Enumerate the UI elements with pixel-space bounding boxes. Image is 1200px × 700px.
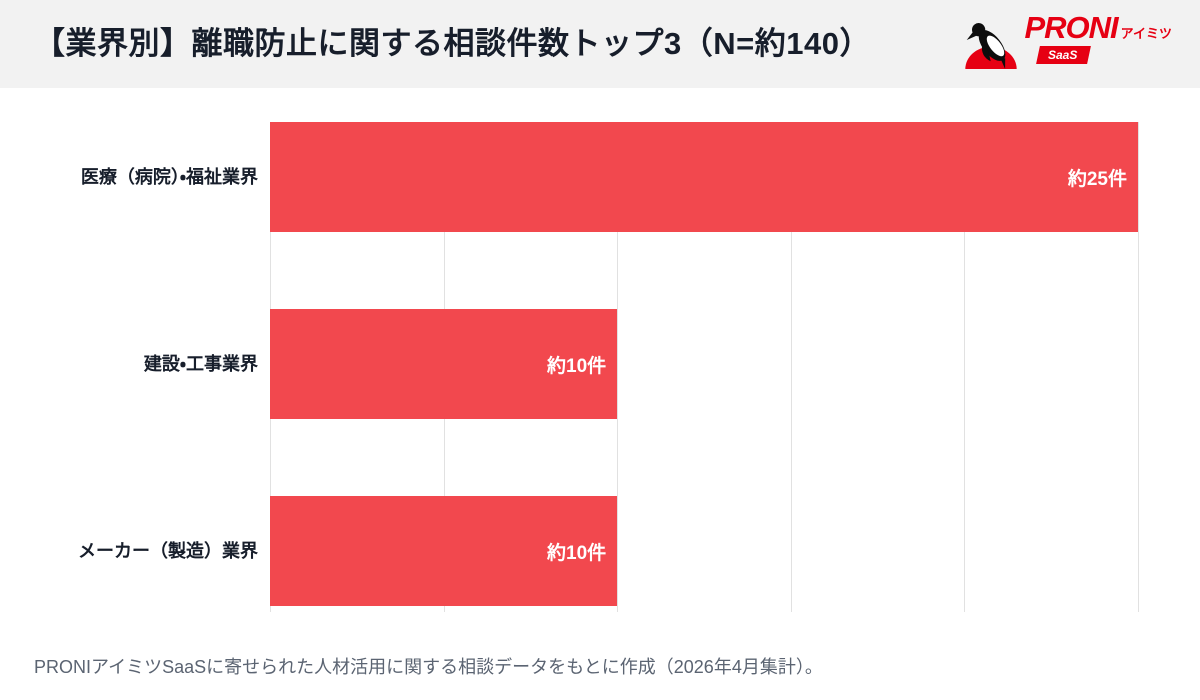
bar: 約10件 [270, 496, 618, 606]
bar-track: 約25件 [270, 122, 1138, 232]
category-label: メーカー（製造）業界 [78, 540, 258, 561]
bar-track: 約10件 [270, 496, 1138, 606]
bar: 約10件 [270, 309, 618, 419]
bar-chart: 医療（病院）・福祉業界 約25件 建設・工事業界 約10件 メーカー（製造）業界… [0, 122, 1200, 612]
bar-value-label: 約25件 [1067, 168, 1127, 190]
chart-row: 建設・工事業界 約10件 [0, 309, 1200, 419]
chart-rows: 医療（病院）・福祉業界 約25件 建設・工事業界 約10件 メーカー（製造）業界… [0, 122, 1200, 606]
header: 【業界別】離職防止に関する相談件数トップ3（N=約140） PRONI [0, 0, 1200, 88]
saas-badge: SaaS [1036, 46, 1092, 64]
logo-text: PRONI アイミツ SaaS [1024, 12, 1172, 64]
saas-badge-label: SaaS [1048, 48, 1078, 62]
page-title: 【業界別】離職防止に関する相談件数トップ3（N=約140） [34, 26, 871, 62]
brand-row: PRONI アイミツ [1024, 12, 1172, 43]
chart-row: メーカー（製造）業界 約10件 [0, 496, 1200, 606]
brand-name: PRONI [1024, 10, 1118, 45]
bar-track: 約10件 [270, 309, 1138, 419]
category-label: 建設・工事業界 [143, 353, 258, 374]
logo: PRONI アイミツ SaaS [962, 12, 1172, 76]
brand-suffix: アイミツ [1120, 26, 1172, 41]
bar-value-label: 約10件 [547, 355, 607, 377]
bar-value-label: 約10件 [547, 542, 607, 564]
source-note: PRONIアイミツSaaSに寄せられた人材活用に関する相談データをもとに作成（2… [34, 657, 823, 677]
footer: PRONIアイミツSaaSに寄せられた人材活用に関する相談データをもとに作成（2… [34, 655, 1174, 680]
category-label: 医療（病院）・福祉業界 [80, 166, 258, 187]
penguin-icon [965, 23, 1018, 70]
bar: 約25件 [270, 122, 1138, 232]
chart-row: 医療（病院）・福祉業界 約25件 [0, 122, 1200, 232]
